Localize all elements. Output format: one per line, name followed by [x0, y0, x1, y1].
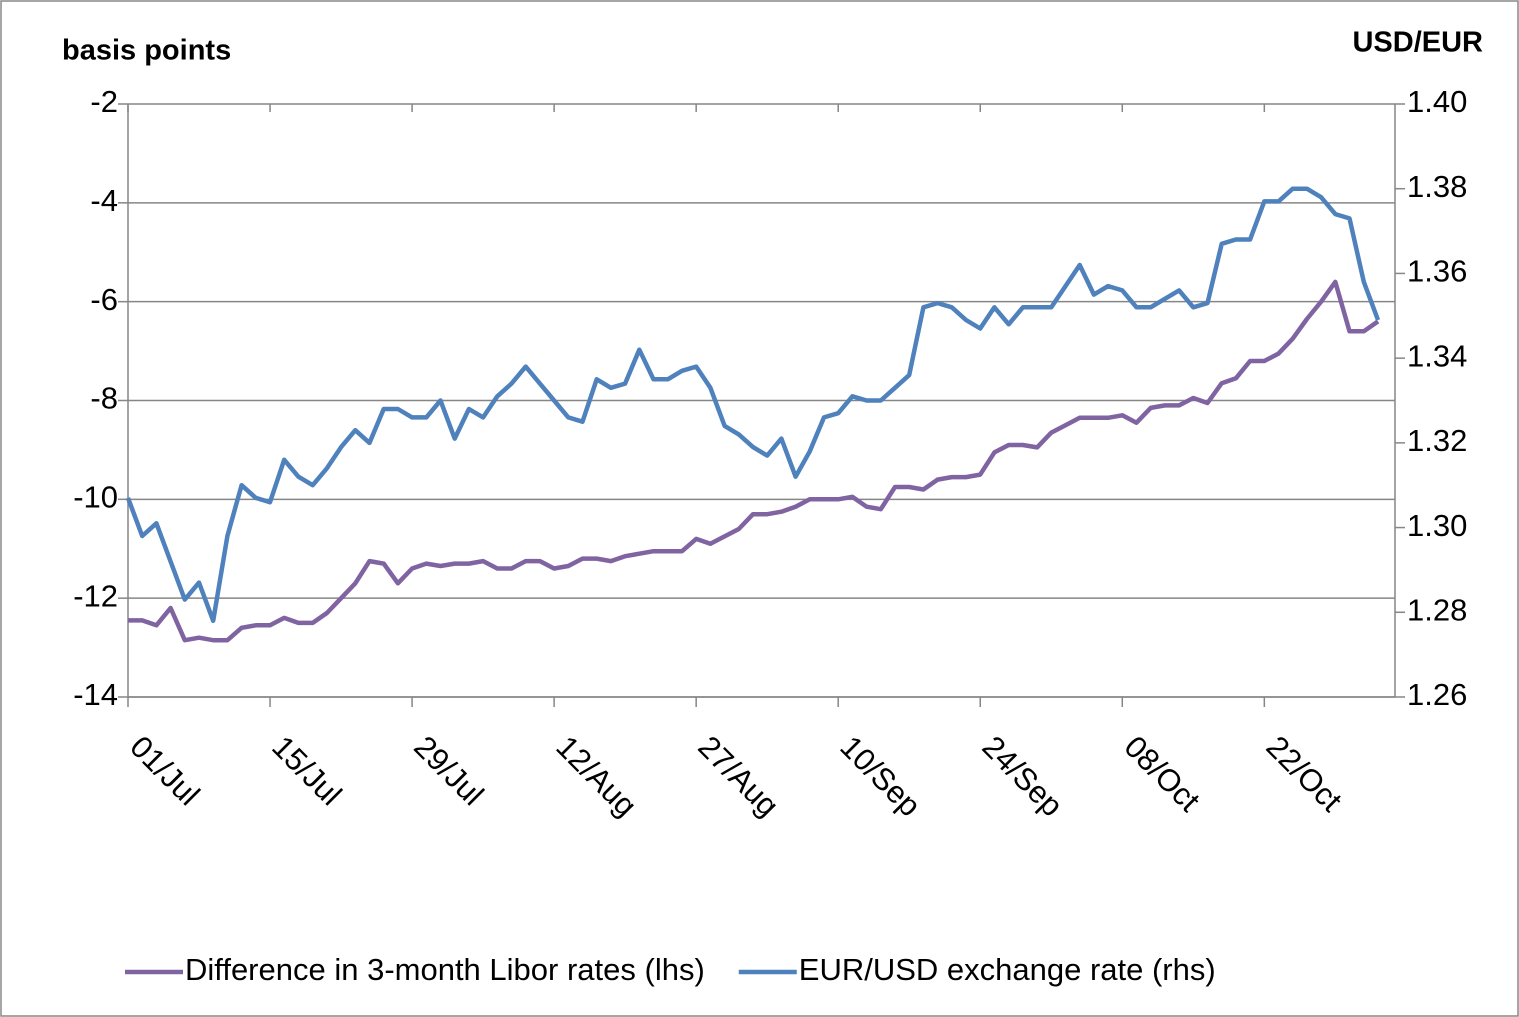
y-tick-label: -6	[90, 282, 118, 317]
data-line	[125, 186, 1381, 624]
legend-label: Difference in 3-month Libor rates (lhs)	[185, 952, 705, 987]
y-tick-label: -14	[73, 677, 118, 712]
y-tick-label: -12	[73, 578, 118, 613]
y-tick-label: -10	[73, 480, 118, 515]
y2-tick-label: 1.30	[1407, 508, 1467, 543]
y2-tick-label: 1.32	[1407, 423, 1467, 458]
legend-label: EUR/USD exchange rate (rhs)	[799, 952, 1216, 987]
y2-tick-label: 1.36	[1407, 254, 1467, 289]
y2-axis-title: USD/EUR	[1352, 27, 1483, 59]
y2-tick-label: 1.26	[1407, 677, 1467, 712]
y2-tick-label: 1.28	[1407, 592, 1467, 627]
y-tick-label: -8	[90, 381, 118, 416]
y2-tick-label: 1.40	[1407, 84, 1467, 119]
data-line	[128, 279, 1380, 643]
y-axis-title: basis points	[62, 35, 231, 67]
y-tick-label: -2	[90, 84, 118, 119]
y2-tick-label: 1.34	[1407, 338, 1467, 373]
y2-tick-label: 1.38	[1407, 169, 1467, 204]
y-tick-label: -4	[90, 183, 118, 218]
